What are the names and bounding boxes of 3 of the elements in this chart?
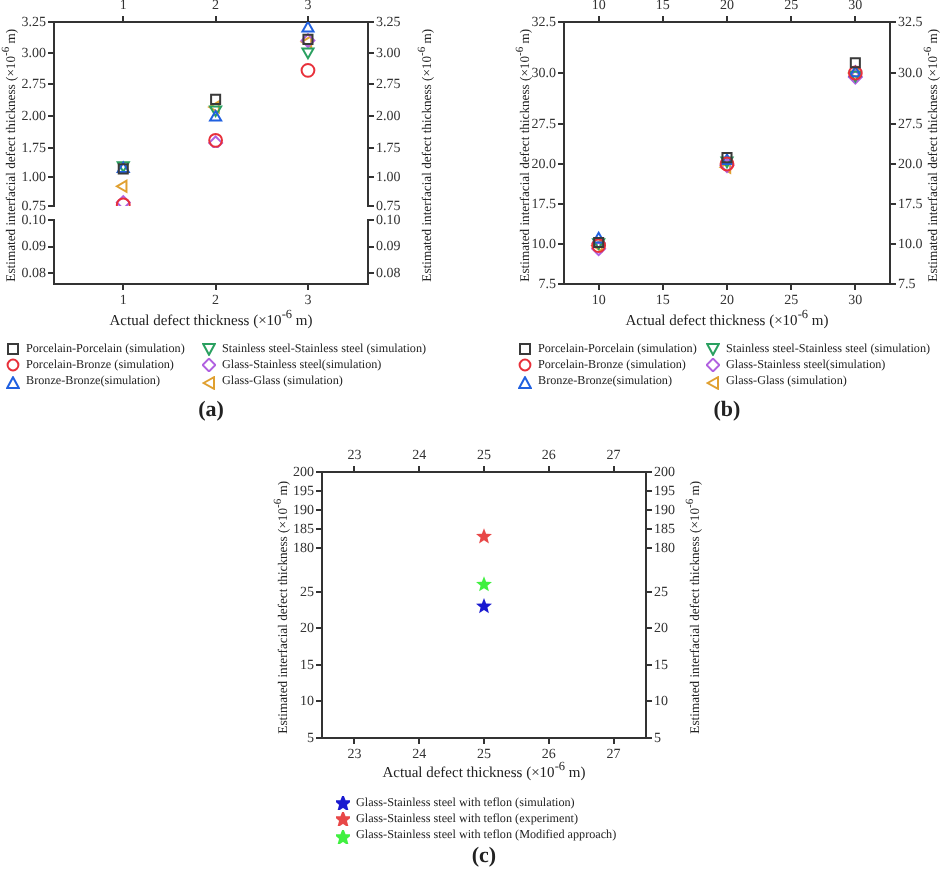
text: (b) xyxy=(711,398,743,422)
text: (a) xyxy=(196,398,226,422)
text: (c) xyxy=(469,844,499,868)
